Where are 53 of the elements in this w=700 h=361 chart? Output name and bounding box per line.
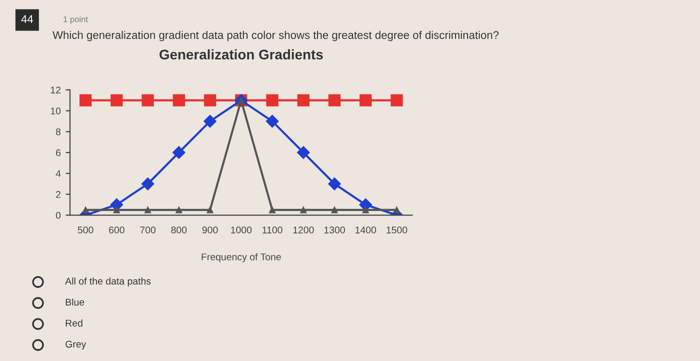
x-tick-label: 1100: [262, 226, 282, 234]
x-tick-label: 1300: [324, 226, 345, 234]
text: Grey: [66, 340, 86, 350]
chart-title: Generalization Gradients: [160, 49, 323, 60]
point: [362, 206, 369, 214]
point: [79, 94, 92, 106]
y-tick-label: 12: [50, 86, 60, 94]
point: [328, 177, 341, 190]
y-tick-label: 6: [56, 149, 61, 156]
text: Which generalization gradient data path color shows the greatest degree of discrimination?: [52, 30, 499, 42]
point: [297, 94, 310, 106]
point: [172, 146, 186, 159]
x-tick-label: 1200: [293, 226, 314, 234]
x-tick-label: 700: [140, 226, 156, 234]
point: [141, 177, 154, 190]
x-tick-label: 500: [78, 226, 94, 234]
point: [113, 206, 120, 214]
point: [393, 206, 400, 214]
x-tick-label: 1000: [231, 226, 252, 234]
y-tick-label: 4: [56, 170, 61, 177]
point: [204, 114, 216, 128]
x-tick-label: 1500: [386, 226, 408, 234]
x-axis-title: Frequency of Tone: [202, 253, 281, 262]
point: [300, 206, 307, 214]
x-tick-label: 600: [109, 226, 124, 234]
point: [266, 94, 278, 106]
point: [390, 94, 403, 106]
y-tick-label: 8: [56, 128, 61, 136]
point: [172, 94, 185, 106]
x-tick-label: 900: [202, 226, 218, 234]
point: [204, 94, 216, 106]
x-tick-label: 1400: [356, 226, 376, 234]
point: [268, 206, 276, 214]
text: Red: [66, 319, 82, 327]
text: Blue: [66, 298, 84, 306]
point: [266, 114, 279, 128]
y-tick-label: 10: [50, 108, 61, 114]
text: All of the data paths: [65, 277, 151, 287]
point: [144, 206, 152, 214]
text: 1 point: [64, 16, 88, 24]
point: [82, 206, 89, 214]
point: [110, 94, 123, 106]
point: [360, 94, 372, 106]
point: [142, 94, 154, 106]
y-tick-label: 2: [56, 191, 60, 198]
point: [206, 206, 214, 214]
point: [176, 206, 182, 214]
x-tick-label: 800: [171, 226, 187, 234]
point: [296, 146, 310, 159]
point: [331, 206, 338, 214]
text: 44: [21, 15, 34, 23]
point: [328, 94, 341, 106]
y-tick-label: 0: [56, 212, 61, 219]
